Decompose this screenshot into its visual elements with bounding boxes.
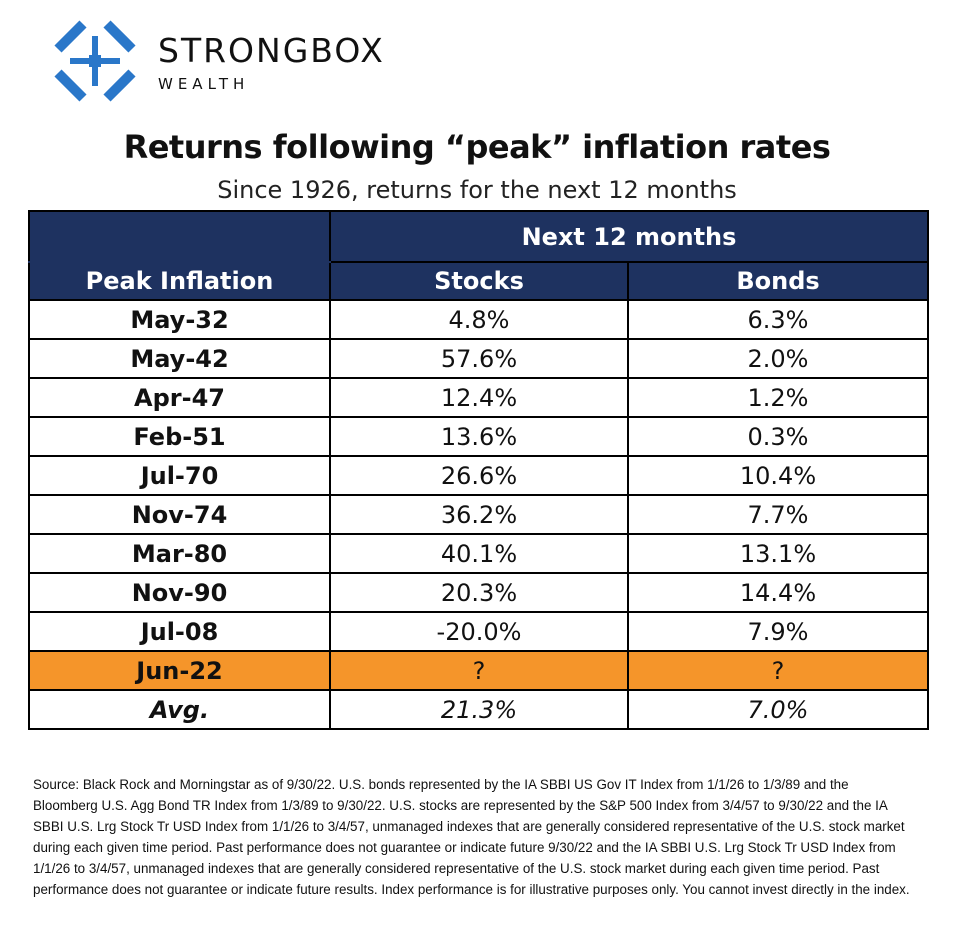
peak-inflation-date: Apr-47 — [28, 377, 331, 418]
average-stocks: 21.3% — [329, 689, 629, 730]
column-header-bonds: Bonds — [626, 261, 930, 301]
stocks-return: 40.1% — [329, 533, 629, 574]
peak-inflation-date: Nov-74 — [28, 494, 331, 535]
table-row: May-42 57.6% 2.0% — [28, 338, 930, 379]
bonds-return: 1.2% — [626, 377, 930, 418]
bonds-return: 0.3% — [626, 416, 930, 457]
bonds-return: 7.9% — [626, 611, 930, 652]
stocks-return: 13.6% — [329, 416, 629, 457]
bonds-return: ? — [626, 650, 930, 691]
table-group-header-row: Next 12 months — [28, 210, 930, 263]
table-row: Nov-90 20.3% 14.4% — [28, 572, 930, 613]
brand-logo: STRONGBOX WEALTH — [48, 14, 385, 108]
table-row-highlighted: Jun-22?? — [28, 650, 930, 691]
bonds-return: 13.1% — [626, 533, 930, 574]
source-footnote: Source: Black Rock and Morningstar as of… — [33, 777, 910, 897]
returns-table: Next 12 months Peak Inflation Stocks Bon… — [28, 210, 930, 730]
table-column-header-row: Peak Inflation Stocks Bonds — [28, 261, 930, 301]
strongbox-logo-icon — [54, 20, 136, 102]
peak-inflation-date: Jul-08 — [28, 611, 331, 652]
table-row: Mar-80 40.1% 13.1% — [28, 533, 930, 574]
stocks-return: 36.2% — [329, 494, 629, 535]
table-row: May-32 4.8% 6.3% — [28, 299, 930, 340]
peak-inflation-date: May-32 — [28, 299, 331, 340]
average-bonds: 7.0% — [626, 689, 930, 730]
chart-title: Returns following “peak” inflation rates — [123, 128, 831, 166]
table-row: Apr-47 12.4% 1.2% — [28, 377, 930, 418]
average-label: Avg. — [28, 689, 331, 730]
table-row: Jul-08 -20.0% 7.9% — [28, 611, 930, 652]
stocks-return: 20.3% — [329, 572, 629, 613]
bonds-return: 7.7% — [626, 494, 930, 535]
table-row: Feb-51 13.6% 0.3% — [28, 416, 930, 457]
table-row: Nov-74 36.2% 7.7% — [28, 494, 930, 535]
peak-inflation-date: May-42 — [28, 338, 331, 379]
brand-subtitle: WEALTH — [158, 75, 250, 93]
group-header-next-12-months: Next 12 months — [328, 210, 930, 263]
peak-inflation-date: Feb-51 — [28, 416, 331, 457]
bonds-return: 10.4% — [626, 455, 930, 496]
stocks-return: 57.6% — [329, 338, 629, 379]
table-row-average: Avg. 21.3% 7.0% — [28, 689, 930, 730]
bonds-return: 14.4% — [626, 572, 930, 613]
stocks-return: 4.8% — [329, 299, 629, 340]
table-body: May-32 4.8% 6.3% May-42 57.6% 2.0% Apr-47 12.4%… — [28, 299, 930, 730]
stocks-return: 26.6% — [329, 455, 629, 496]
stocks-return: -20.0% — [329, 611, 629, 652]
brand-name: STRONGBOX — [158, 31, 385, 70]
bonds-return: 2.0% — [626, 338, 930, 379]
stocks-return: ? — [329, 650, 629, 691]
header-empty-cell — [28, 210, 331, 263]
peak-inflation-date: Nov-90 — [28, 572, 331, 613]
peak-inflation-date: Jun-22 — [28, 650, 331, 691]
chart-subtitle: Since 1926, returns for the next 12 mont… — [217, 176, 737, 204]
peak-inflation-date: Mar-80 — [28, 533, 331, 574]
column-header-peak-inflation: Peak Inflation — [28, 261, 331, 301]
bonds-return: 6.3% — [626, 299, 930, 340]
peak-inflation-date: Jul-70 — [28, 455, 331, 496]
table-row: Jul-70 26.6% 10.4% — [28, 455, 930, 496]
stocks-return: 12.4% — [329, 377, 629, 418]
column-header-stocks: Stocks — [329, 261, 629, 301]
